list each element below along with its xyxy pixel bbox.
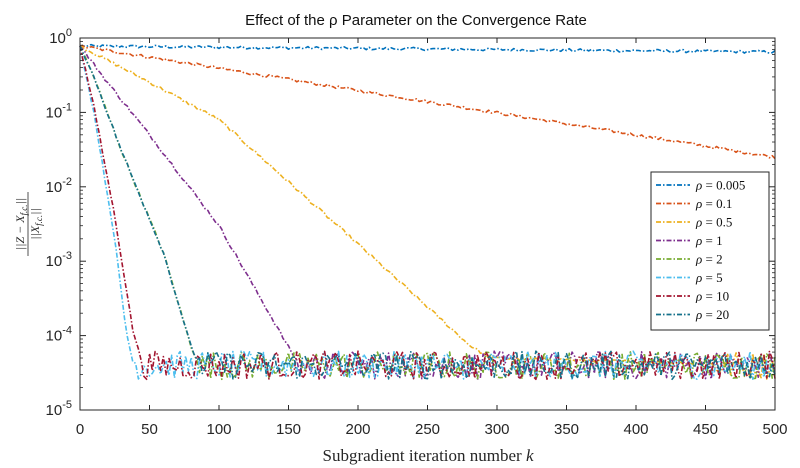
series-line-rho-2 <box>79 45 776 381</box>
legend-label-rho-10: ρ = 10 <box>695 289 729 304</box>
x-tick-label: 100 <box>206 421 231 438</box>
series-line-rho-20 <box>79 45 776 381</box>
x-tick-label: 150 <box>276 421 301 438</box>
legend-box <box>650 171 770 331</box>
legend-label-rho-20: ρ = 20 <box>695 307 729 322</box>
x-tick-label: 200 <box>345 421 370 438</box>
legend-label-rho-0-005: ρ = 0.005 <box>695 178 745 193</box>
legend: ρ = 0.005 ρ = 0.1 ρ = 0.5 ρ = 1 ρ = 2 ρ = 5 ρ … <box>650 171 770 331</box>
series-line-rho-5 <box>79 45 776 381</box>
y-axis-label-numerator: ||Z − Xf.c.|| <box>13 198 29 250</box>
series-line-rho-1 <box>79 45 776 380</box>
legend-label-rho-1: ρ = 1 <box>695 233 723 248</box>
y-axis: 10-5 10-4 10-3 10-2 10-1 100 <box>46 27 775 419</box>
y-tick-label: 10-2 <box>46 176 72 196</box>
y-tick-label: 10-5 <box>46 399 72 419</box>
series-layer <box>79 43 776 381</box>
y-axis-label-denominator: ||Xf.c.|| <box>28 208 44 240</box>
y-axis-label-numerator-main: ||Z − X <box>13 215 27 250</box>
x-tick-label: 0 <box>76 421 84 438</box>
x-tick-label: 500 <box>762 421 787 438</box>
y-axis-label-denominator-main: ||X <box>28 225 42 240</box>
x-tick-label: 400 <box>623 421 648 438</box>
x-axis-label-text: Subgradient iteration number <box>322 446 525 465</box>
y-axis-label-denominator-sub: f.c. <box>34 215 44 226</box>
x-tick-label: 250 <box>415 421 440 438</box>
series-line-rho-0-1 <box>79 44 776 160</box>
y-tick-label: 10-4 <box>46 325 72 345</box>
y-axis-label-denominator-close: || <box>28 208 42 215</box>
legend-label-rho-0-1: ρ = 0.1 <box>695 196 732 211</box>
x-tick-label: 300 <box>484 421 509 438</box>
x-axis-label: Subgradient iteration number k <box>322 446 533 465</box>
x-tick-label: 450 <box>693 421 718 438</box>
x-axis-label-variable: k <box>526 446 534 465</box>
legend-label-rho-2: ρ = 2 <box>695 252 723 267</box>
y-axis-label-numerator-close: || <box>13 198 27 205</box>
y-tick-label: 100 <box>49 27 72 47</box>
x-tick-label: 350 <box>554 421 579 438</box>
y-axis-label: ||Z − Xf.c.|| ||Xf.c.|| <box>13 192 44 256</box>
chart-title: Effect of the ρ Parameter on the Converg… <box>245 12 587 29</box>
series-line-rho-0-5 <box>79 45 776 380</box>
x-axis: 0 50 100 150 200 250 300 350 400 450 500 <box>76 38 788 438</box>
series-line-rho-0-005 <box>79 43 776 54</box>
y-tick-label: 10-1 <box>46 101 72 121</box>
legend-label-rho-0-5: ρ = 0.5 <box>695 215 732 230</box>
y-axis-label-numerator-sub: f.c. <box>19 204 29 215</box>
legend-items: ρ = 0.005 ρ = 0.1 ρ = 0.5 ρ = 1 ρ = 2 ρ = 5 ρ … <box>656 178 745 322</box>
legend-label-rho-5: ρ = 5 <box>695 270 723 285</box>
y-tick-label: 10-3 <box>46 250 72 270</box>
x-tick-label: 50 <box>141 421 158 438</box>
